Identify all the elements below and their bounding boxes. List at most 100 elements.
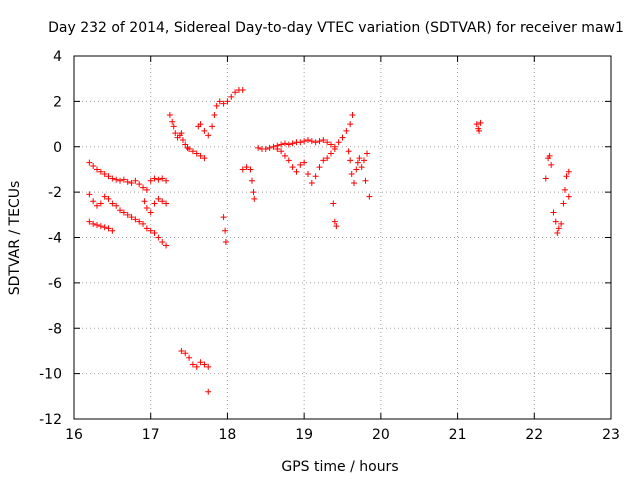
data-point — [327, 141, 334, 148]
grid — [74, 56, 611, 419]
data-point — [281, 140, 288, 147]
data-point — [304, 136, 311, 143]
data-point — [289, 164, 296, 171]
data-point — [281, 152, 288, 159]
x-tick-label: 18 — [219, 427, 237, 443]
data-point — [163, 177, 170, 184]
data-point — [109, 227, 116, 234]
data-point — [97, 168, 104, 175]
x-tick-label: 20 — [372, 427, 390, 443]
data-point — [113, 176, 120, 183]
x-tick-label: 16 — [65, 427, 83, 443]
data-point — [563, 173, 570, 180]
data-point — [193, 363, 200, 370]
data-point — [222, 227, 229, 234]
data-point — [297, 161, 304, 168]
y-tick-label: -2 — [48, 185, 62, 201]
data-point — [316, 164, 323, 171]
data-point — [143, 225, 150, 232]
data-point — [140, 184, 147, 191]
data-point — [189, 361, 196, 368]
data-point — [354, 159, 361, 166]
data-point — [124, 178, 131, 185]
data-point — [356, 155, 363, 162]
data-point — [132, 216, 139, 223]
y-tick-label: -10 — [39, 367, 62, 383]
data-point — [320, 136, 327, 143]
data-point — [546, 152, 553, 159]
data-point — [324, 139, 331, 146]
data-point — [178, 130, 185, 137]
data-point — [345, 148, 352, 155]
data-point — [143, 205, 150, 212]
data-point — [90, 220, 97, 227]
data-point — [262, 146, 269, 153]
data-point — [117, 177, 124, 184]
data-point — [364, 150, 371, 157]
data-point — [109, 200, 116, 207]
data-point — [163, 200, 170, 207]
data-point — [360, 157, 367, 164]
data-point — [550, 209, 557, 216]
data-point — [90, 198, 97, 205]
data-point — [143, 186, 150, 193]
data-point — [124, 211, 131, 218]
data-point — [548, 161, 555, 168]
data-point — [136, 181, 143, 188]
data-point — [155, 234, 162, 241]
data-point — [312, 139, 319, 146]
data-point — [105, 225, 112, 232]
data-point — [558, 220, 565, 227]
data-point — [274, 142, 281, 149]
data-point — [205, 363, 212, 370]
data-point — [97, 223, 104, 230]
data-point — [561, 186, 568, 193]
data-point — [172, 130, 179, 137]
data-point — [105, 195, 112, 202]
y-axis-label: SDTVAR / TECUs — [7, 181, 23, 296]
data-point — [197, 121, 204, 128]
data-point — [243, 164, 250, 171]
data-point — [205, 388, 212, 395]
data-point — [86, 159, 93, 166]
data-point — [301, 159, 308, 166]
data-point — [297, 139, 304, 146]
data-point — [270, 143, 277, 150]
data-point — [250, 189, 257, 196]
data-point — [159, 198, 166, 205]
data-point — [117, 207, 124, 214]
data-point — [239, 87, 246, 94]
data-point — [232, 89, 239, 96]
data-point — [159, 239, 166, 246]
data-point — [163, 242, 170, 249]
data-point — [343, 127, 350, 134]
data-point — [349, 111, 356, 118]
data-point — [101, 193, 108, 200]
data-point — [182, 350, 189, 357]
data-point — [90, 163, 97, 170]
data-points — [86, 87, 572, 395]
data-point — [94, 166, 101, 173]
data-point — [353, 166, 360, 173]
data-point — [362, 177, 369, 184]
data-point — [247, 166, 254, 173]
data-point — [101, 170, 108, 177]
data-point — [209, 123, 216, 130]
data-point — [220, 214, 227, 221]
data-point — [159, 175, 166, 182]
y-tick-label: 2 — [53, 94, 62, 110]
data-point — [312, 173, 319, 180]
data-point — [285, 157, 292, 164]
data-point — [182, 141, 189, 148]
data-point — [477, 119, 484, 126]
data-point — [347, 121, 354, 128]
data-point — [222, 239, 229, 246]
data-point — [109, 175, 116, 182]
data-point — [248, 177, 255, 184]
x-tick-label: 21 — [449, 427, 467, 443]
data-point — [476, 127, 483, 134]
data-point — [120, 176, 127, 183]
data-point — [239, 166, 246, 173]
data-point — [151, 175, 158, 182]
